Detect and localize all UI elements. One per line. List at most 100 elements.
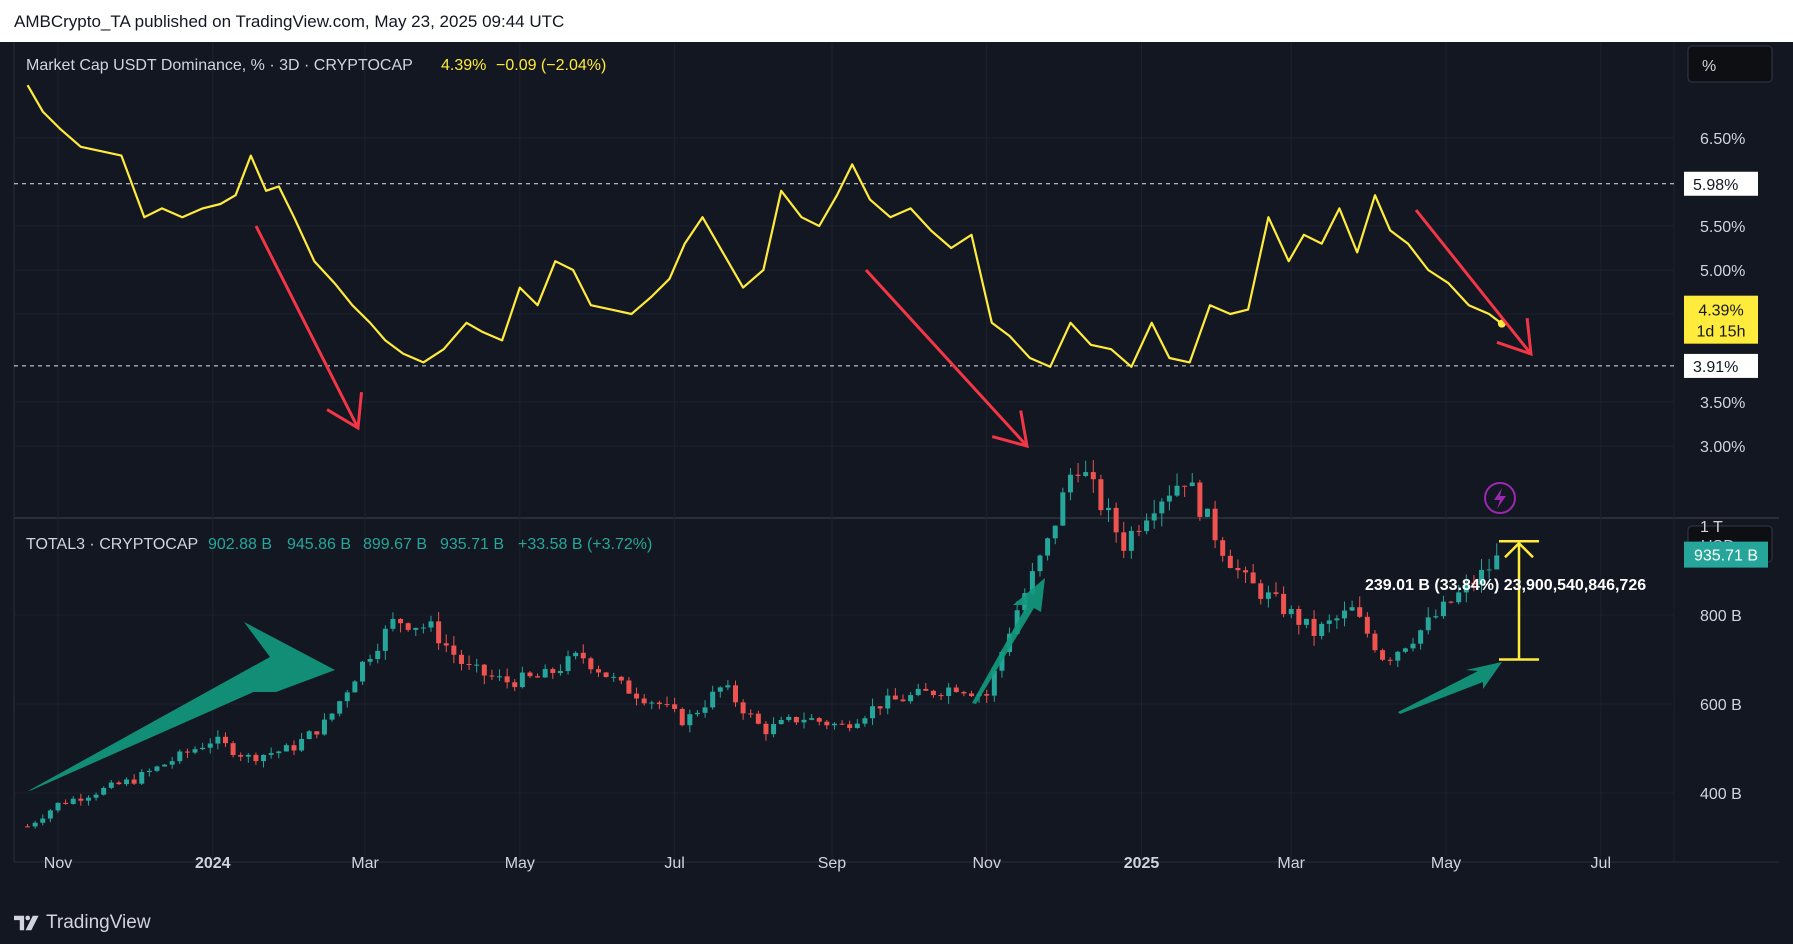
candle [1159,498,1165,527]
lower-legend-change: +33.58 B (+3.72%) [518,536,652,553]
candle-body [1189,482,1195,487]
candle [763,720,769,741]
candle-body [527,672,533,677]
candle [261,754,267,768]
candle-body [824,721,830,726]
candle [124,777,130,787]
upper-legend-change: −0.09 (−2.04%) [496,57,606,74]
chart-svg[interactable]: Market Cap USDT Dominance, % · 3D · CRYP… [0,42,1793,902]
candle [428,615,434,632]
candle-body [299,739,305,751]
candle-body [261,754,267,762]
candle [1425,607,1431,635]
candle-body [1029,571,1035,594]
candle [1303,618,1309,629]
candle [557,664,563,676]
candle [885,688,891,715]
candle [405,622,411,632]
candle [367,654,373,666]
lightning-icon[interactable] [1484,482,1516,514]
lower-legend-close: 935.71 B [440,536,504,553]
candle-body [321,719,327,735]
candle-body [1227,555,1233,569]
candle [101,786,107,796]
candle-body [984,694,990,696]
candle-body [93,794,99,798]
candle [1273,582,1279,597]
upper-scale-button[interactable]: % [1687,45,1773,83]
candle [1121,521,1127,559]
candle-body [337,701,343,714]
candle [1463,574,1469,603]
candle-body [192,749,198,753]
candle-body [428,621,434,628]
candle-body [1166,495,1172,502]
candle-body [1281,593,1287,615]
level-label-bg [1684,171,1758,196]
red-arrow-3 [1414,209,1533,357]
candle-body [1395,651,1401,661]
candle [565,650,571,675]
candle-body [436,621,442,644]
candle [1113,502,1119,543]
candle [1212,500,1218,549]
grid-lines [14,42,1674,862]
candle [40,814,46,826]
red-arrow-1-shaft [254,225,360,429]
candle [1440,595,1446,619]
y-tick-label: 5.50% [1700,219,1745,236]
candle-body [1113,507,1119,533]
candle [55,802,61,813]
chart-area[interactable]: Market Cap USDT Dominance, % · 3D · CRYP… [0,42,1793,902]
candle [1433,609,1439,619]
candle [238,752,244,762]
candle [207,738,213,754]
candle-body [946,687,952,696]
candle [694,710,700,717]
candle [1471,575,1477,592]
candle-body [169,761,175,765]
candle-body [1326,620,1332,624]
candle [1166,485,1172,511]
lower-plot [25,460,1500,829]
candle-body [1311,618,1317,636]
candle-body [649,702,655,704]
candle-body [329,713,335,720]
candle-body [207,743,213,748]
candle-body [1433,616,1439,618]
candle [892,688,898,700]
candle-body [656,702,662,705]
candle [1250,563,1256,584]
candle [146,768,152,777]
candle-body [1349,607,1355,611]
candle-body [162,764,168,767]
measure-tool: 239.01 B (33.84%) 23,900,540,846,726 [1365,540,1646,661]
green-arrow-1 [28,622,335,791]
candle [25,823,31,828]
candle-body [550,669,556,674]
candle-body [131,779,137,784]
candle [1486,558,1492,579]
x-tick-label: Sep [818,855,847,872]
candle-body [1456,592,1462,603]
candle [1357,596,1363,619]
candle-body [276,751,282,754]
candle [512,679,518,692]
candle-body [923,688,929,691]
candle [527,671,533,678]
candle [847,720,853,732]
candle-body [1182,485,1188,487]
candle-body [573,652,579,657]
candle [1052,525,1058,545]
candle [1380,648,1386,662]
candle [923,682,929,691]
candle-body [1159,501,1165,514]
candle-body [413,627,419,630]
candle-body [763,723,769,735]
tradingview-logo[interactable]: TradingView [14,912,151,934]
candle [1281,586,1287,618]
candle [359,660,365,685]
candle-body [672,704,678,709]
candle [535,673,541,678]
red-arrow-2 [864,268,1029,449]
